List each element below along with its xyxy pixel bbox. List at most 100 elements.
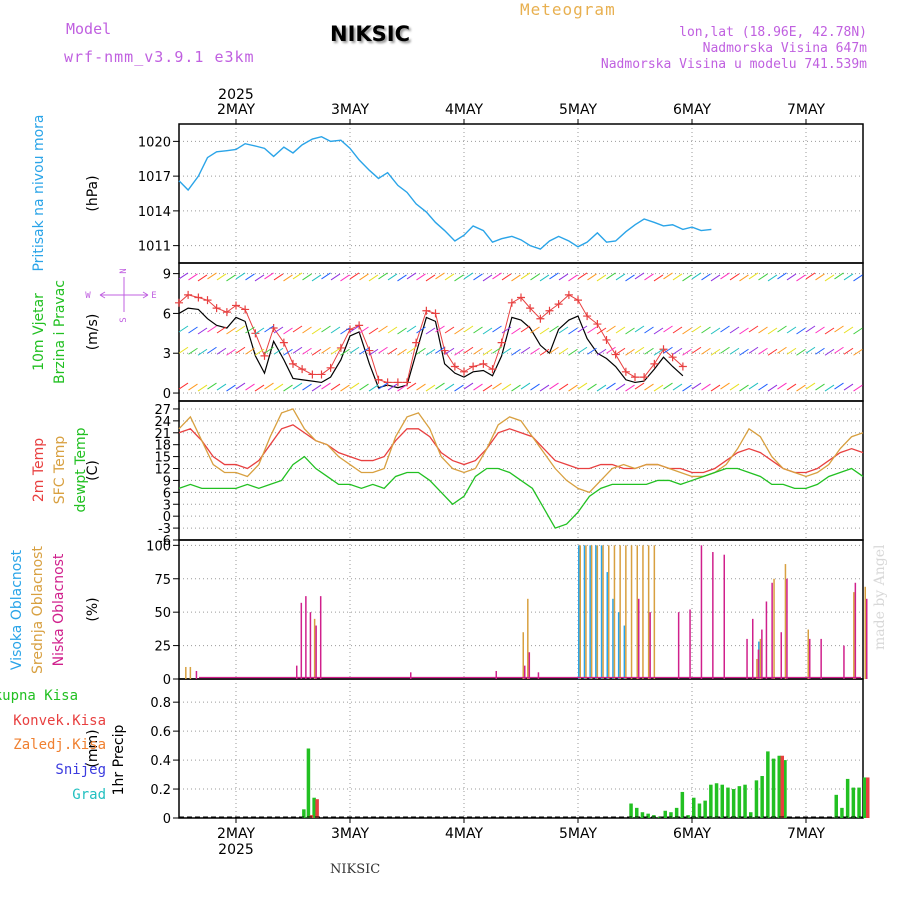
wind-arrow bbox=[444, 273, 455, 281]
cloud-bar bbox=[820, 638, 822, 679]
wind-arrow bbox=[596, 384, 607, 392]
wind-arrow bbox=[720, 382, 730, 390]
gust-marker bbox=[317, 370, 326, 379]
gust-marker bbox=[621, 367, 630, 376]
wind-arrow bbox=[292, 382, 303, 390]
wind-ylabel-1: 10m Vjetar bbox=[31, 293, 47, 371]
wind-arrow bbox=[387, 383, 398, 391]
wind-arrow bbox=[539, 327, 550, 335]
wind-arrow bbox=[359, 383, 369, 391]
precip-bar bbox=[851, 787, 856, 818]
wind-arrow bbox=[710, 274, 721, 282]
x-label-top: 2MAY bbox=[217, 102, 255, 118]
elevation-label: Nadmorska Visina 647m bbox=[702, 41, 867, 56]
cloud-bar bbox=[579, 545, 581, 679]
y-tick-label: 0 bbox=[163, 812, 171, 827]
year-label-top: 2025 bbox=[218, 87, 254, 103]
wind-arrow bbox=[311, 327, 322, 335]
wind-arrow bbox=[349, 272, 360, 280]
gust-marker bbox=[393, 378, 402, 387]
wind-arrow bbox=[701, 273, 711, 281]
wind-arrow bbox=[254, 348, 265, 356]
gust-marker bbox=[564, 290, 573, 299]
wind-arrow bbox=[492, 272, 502, 280]
unit-label: (mm) bbox=[85, 729, 101, 767]
wind-arrow bbox=[663, 272, 673, 280]
cloud-bar bbox=[642, 545, 644, 679]
precip-bar bbox=[635, 807, 639, 818]
precip-bar bbox=[703, 800, 707, 818]
cloud-bar bbox=[636, 545, 638, 679]
wind-compass: N S W E bbox=[85, 268, 156, 322]
wind-arrow bbox=[235, 272, 246, 280]
wind-arrow bbox=[473, 347, 483, 355]
precip-bar bbox=[680, 791, 685, 818]
wind-arrow bbox=[815, 383, 825, 391]
y-tick-label: 1011 bbox=[138, 240, 171, 255]
precip-bar bbox=[663, 810, 667, 818]
cloud-bar bbox=[522, 632, 524, 679]
wind-arrow bbox=[634, 346, 645, 354]
cloud-bar bbox=[809, 638, 811, 679]
wind-arrow bbox=[777, 382, 787, 390]
y-tick-label: 100 bbox=[146, 539, 171, 554]
gust-marker bbox=[526, 304, 535, 313]
wind-arrow bbox=[663, 325, 673, 333]
precip-bar bbox=[777, 755, 781, 818]
wind-arrow bbox=[520, 346, 531, 354]
precip-bar bbox=[726, 787, 730, 818]
gust-marker bbox=[668, 353, 677, 362]
wind-arrow bbox=[568, 348, 578, 356]
wind-arrow bbox=[216, 273, 227, 281]
wind-arrow bbox=[777, 325, 787, 333]
gust-marker bbox=[479, 359, 488, 368]
wind-arrow bbox=[425, 274, 436, 282]
wind-arrow bbox=[368, 274, 379, 282]
cloud-bar bbox=[786, 578, 788, 679]
wind-arrow bbox=[321, 272, 331, 280]
gust-marker bbox=[232, 301, 240, 310]
wind-arrow bbox=[340, 274, 350, 282]
wind-arrow bbox=[359, 273, 369, 281]
cloud-bar bbox=[527, 598, 529, 679]
precip-bar bbox=[754, 780, 759, 818]
meteogram-label: Meteogram bbox=[520, 0, 616, 19]
wind-arrow bbox=[473, 273, 483, 281]
cloud-bar bbox=[771, 582, 773, 679]
gust-marker bbox=[678, 362, 687, 371]
precip-bar bbox=[857, 787, 861, 818]
wind-arrow bbox=[482, 348, 493, 356]
gust-marker bbox=[279, 338, 288, 347]
wind-arrow bbox=[397, 384, 407, 392]
cloud-bars bbox=[185, 545, 868, 679]
gust-marker bbox=[241, 305, 250, 314]
cloud-bar bbox=[583, 545, 586, 679]
cloud-bar bbox=[528, 652, 531, 679]
wind-arrow bbox=[530, 326, 540, 334]
cloud-bar bbox=[600, 545, 603, 679]
wind-arrow bbox=[834, 346, 844, 354]
wind-arrow bbox=[824, 348, 835, 356]
wind-arrow bbox=[729, 326, 740, 334]
wind-arrow bbox=[796, 348, 806, 356]
wind-arrow bbox=[577, 382, 588, 390]
wind-ylabel-2: Brzina i Pravac bbox=[52, 280, 68, 384]
wind-arrow bbox=[606, 382, 616, 390]
wind-arrow bbox=[501, 273, 512, 281]
y-tick-label: 12 bbox=[154, 463, 171, 478]
x-label-bottom: 3MAY bbox=[331, 826, 369, 842]
wind-arrow bbox=[454, 348, 464, 356]
cloud-bar bbox=[578, 545, 580, 679]
wind-arrow bbox=[425, 348, 436, 356]
precip-bar bbox=[686, 815, 690, 818]
wind-arrow bbox=[758, 383, 768, 391]
wind-arrow bbox=[815, 347, 825, 355]
cloud-bar bbox=[608, 545, 610, 679]
x-label-bottom: 6MAY bbox=[673, 826, 711, 842]
station-title: NIKSIC bbox=[330, 22, 411, 46]
y-tick-label: 15 bbox=[154, 451, 171, 466]
wind-arrow bbox=[302, 347, 312, 355]
y-tick-label: 1020 bbox=[138, 135, 171, 150]
gust-marker bbox=[194, 293, 203, 302]
